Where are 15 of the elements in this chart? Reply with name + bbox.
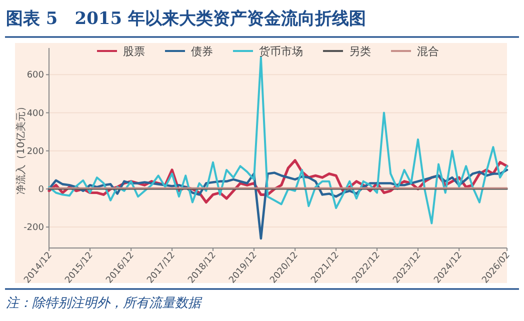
legend-label: 货币市场 <box>259 45 303 58</box>
chart-title: 图表 5 2015 年以来大类资产资金流向折线图 <box>6 9 366 29</box>
y-axis-title: 净流入（10亿美元） <box>15 102 27 194</box>
legend-label: 另类 <box>349 45 371 58</box>
text: 注：除特别注明外，所有流量数据 <box>6 295 203 311</box>
legend-label: 债券 <box>191 45 213 58</box>
y-tick-label: 400 <box>26 108 44 119</box>
line-series <box>48 168 508 240</box>
y-tick-label: 200 <box>26 146 44 157</box>
legend-label: 混合 <box>417 45 439 58</box>
y-tick-label: 0 <box>38 184 44 195</box>
line-series <box>48 56 508 224</box>
legend-label: 股票 <box>123 45 145 58</box>
y-tick-label: -200 <box>24 223 44 234</box>
y-tick-label: 600 <box>26 70 44 81</box>
